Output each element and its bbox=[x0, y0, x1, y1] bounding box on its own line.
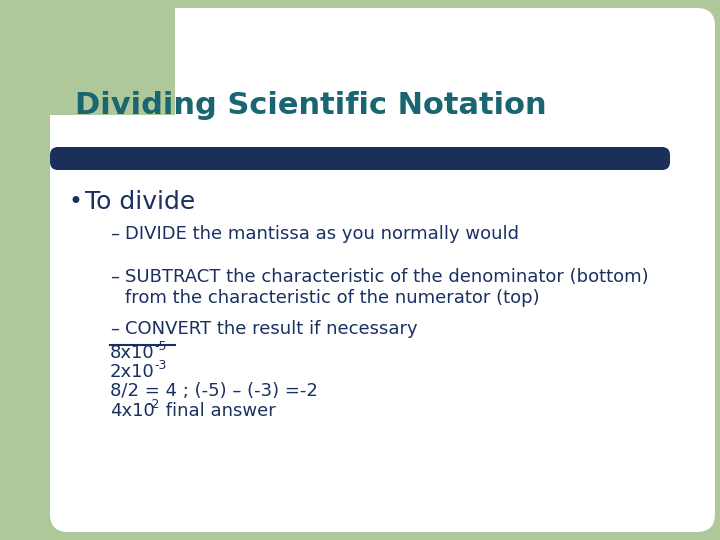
Text: -5: -5 bbox=[154, 340, 166, 353]
Text: DIVIDE the mantissa as you normally would: DIVIDE the mantissa as you normally woul… bbox=[125, 225, 519, 243]
Text: 8/2 = 4 ; (-5) – (-3) =-2: 8/2 = 4 ; (-5) – (-3) =-2 bbox=[110, 382, 318, 400]
FancyBboxPatch shape bbox=[50, 8, 715, 532]
Text: final answer: final answer bbox=[160, 402, 276, 420]
Text: SUBTRACT the characteristic of the denominator (bottom)
from the characteristic : SUBTRACT the characteristic of the denom… bbox=[125, 268, 649, 307]
Text: Dividing Scientific Notation: Dividing Scientific Notation bbox=[75, 91, 546, 119]
Text: -3: -3 bbox=[154, 359, 166, 372]
Text: -2: -2 bbox=[147, 398, 159, 411]
Text: CONVERT the result if necessary: CONVERT the result if necessary bbox=[125, 320, 418, 338]
Text: –: – bbox=[110, 225, 119, 243]
FancyBboxPatch shape bbox=[50, 147, 670, 170]
Text: –: – bbox=[110, 268, 119, 286]
Text: 2x10: 2x10 bbox=[110, 363, 155, 381]
Text: 4x10: 4x10 bbox=[110, 402, 155, 420]
Bar bbox=[0, 0, 50, 540]
Text: –: – bbox=[110, 320, 119, 338]
Text: 8x10: 8x10 bbox=[110, 344, 155, 362]
Text: To divide: To divide bbox=[85, 190, 195, 214]
Bar bbox=[0, 0, 175, 115]
Text: •: • bbox=[68, 190, 82, 214]
